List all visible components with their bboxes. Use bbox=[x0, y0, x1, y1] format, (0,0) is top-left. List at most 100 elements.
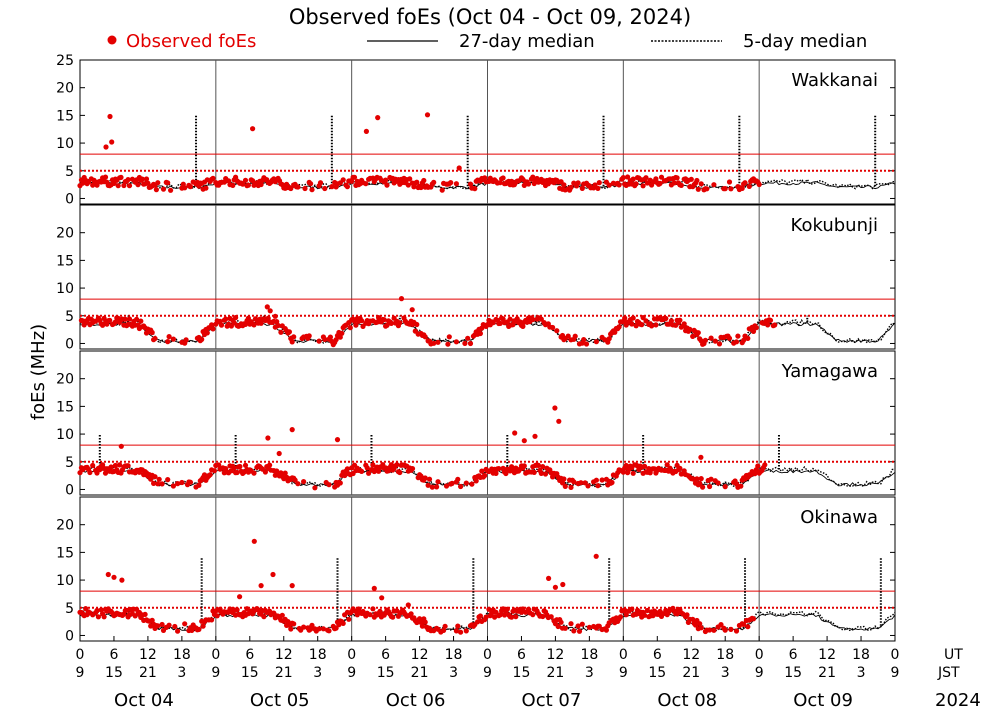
observed-point bbox=[119, 577, 125, 583]
x-tick-label-ut: 18 bbox=[309, 647, 327, 663]
observed-point bbox=[371, 585, 377, 592]
observed-point bbox=[165, 477, 171, 483]
observed-point bbox=[501, 612, 508, 618]
y-tick-label: 20 bbox=[56, 226, 74, 242]
day-label: Oct 06 bbox=[386, 690, 446, 711]
observed-point bbox=[166, 334, 172, 340]
observed-point bbox=[542, 471, 549, 477]
observed-point bbox=[102, 174, 109, 180]
observed-point bbox=[282, 470, 288, 476]
observed-point bbox=[456, 165, 462, 171]
observed-point bbox=[240, 181, 246, 187]
observed-point bbox=[694, 476, 700, 482]
observed-point bbox=[209, 322, 215, 328]
observed-point bbox=[125, 177, 131, 183]
y-tick-label: 10 bbox=[56, 573, 74, 589]
observed-point bbox=[586, 624, 593, 630]
observed-point bbox=[135, 182, 141, 188]
y-tick-label: 15 bbox=[56, 545, 74, 561]
observed-point bbox=[630, 315, 636, 321]
observed-point bbox=[409, 466, 416, 472]
observed-point bbox=[738, 483, 744, 489]
observed-point bbox=[250, 178, 256, 184]
observed-point bbox=[312, 485, 318, 491]
observed-point bbox=[575, 623, 581, 629]
observed-point bbox=[151, 480, 157, 486]
observed-point bbox=[182, 185, 188, 191]
observed-point bbox=[397, 469, 403, 476]
x-tick-label-ut: 6 bbox=[517, 647, 526, 663]
observed-point bbox=[671, 180, 677, 186]
observed-point bbox=[251, 322, 257, 328]
x-tick-label-ut: 6 bbox=[381, 647, 390, 663]
observed-point bbox=[342, 472, 348, 479]
observed-point bbox=[359, 468, 365, 474]
observed-point bbox=[558, 619, 564, 625]
observed-point bbox=[753, 325, 759, 331]
observed-point bbox=[117, 462, 123, 468]
observed-point bbox=[555, 623, 561, 630]
x-tick-label-jst: 15 bbox=[784, 665, 802, 681]
observed-point bbox=[449, 480, 455, 486]
x-tick-label-ut: 18 bbox=[445, 647, 463, 663]
observed-point bbox=[262, 469, 268, 475]
observed-point bbox=[267, 462, 273, 468]
observed-point bbox=[344, 466, 350, 472]
observed-point bbox=[109, 139, 115, 145]
observed-point bbox=[552, 584, 559, 590]
observed-point bbox=[711, 182, 717, 188]
observed-point bbox=[289, 427, 295, 433]
x-tick-label-ut: 6 bbox=[245, 647, 254, 663]
observed-point bbox=[98, 607, 104, 613]
observed-point bbox=[326, 482, 332, 488]
observed-point bbox=[593, 553, 599, 559]
observed-point bbox=[497, 320, 503, 326]
observed-point bbox=[455, 476, 461, 482]
observed-point bbox=[301, 624, 307, 630]
observed-point bbox=[596, 180, 602, 186]
observed-point bbox=[242, 177, 249, 183]
observed-point bbox=[448, 180, 454, 186]
observed-point bbox=[274, 468, 280, 474]
observed-point bbox=[421, 177, 427, 184]
y-tick-label: 5 bbox=[65, 455, 74, 471]
observed-point bbox=[765, 322, 771, 328]
observed-point bbox=[122, 316, 128, 322]
observed-point bbox=[203, 185, 209, 191]
observed-point bbox=[250, 126, 256, 132]
observed-point bbox=[112, 319, 118, 325]
observed-point bbox=[349, 178, 355, 184]
observed-point bbox=[571, 479, 577, 485]
observed-point bbox=[367, 612, 373, 618]
observed-point bbox=[187, 184, 193, 190]
observed-point bbox=[230, 182, 236, 188]
x-tick-label-jst: 21 bbox=[411, 665, 429, 681]
observed-point bbox=[568, 484, 574, 490]
observed-point bbox=[503, 470, 509, 477]
x-tick-label-jst: 3 bbox=[721, 665, 730, 681]
observed-point bbox=[698, 476, 704, 482]
observed-point bbox=[750, 616, 757, 622]
observed-point bbox=[363, 181, 369, 187]
x-tick-label-ut: 0 bbox=[755, 647, 764, 663]
observed-point bbox=[397, 320, 403, 326]
observed-point bbox=[509, 614, 515, 620]
y-tick-label: 15 bbox=[56, 108, 74, 124]
observed-point bbox=[384, 182, 390, 188]
legend-observed-marker bbox=[107, 35, 117, 45]
x-tick-label-jst: 21 bbox=[682, 665, 700, 681]
observed-point bbox=[288, 185, 294, 192]
observed-point bbox=[726, 335, 733, 341]
day-label: Oct 04 bbox=[114, 690, 174, 711]
observed-point bbox=[473, 478, 479, 484]
observed-point bbox=[272, 313, 278, 319]
x-tick-label-jst: 9 bbox=[347, 665, 356, 681]
observed-point bbox=[309, 187, 315, 193]
observed-point bbox=[278, 329, 284, 335]
observed-point bbox=[622, 607, 628, 613]
observed-point bbox=[469, 481, 475, 487]
observed-point bbox=[684, 612, 690, 618]
observed-point bbox=[125, 463, 131, 469]
observed-point bbox=[279, 612, 285, 618]
legend: Observed foEs 27-day median 5-day median bbox=[107, 31, 867, 52]
